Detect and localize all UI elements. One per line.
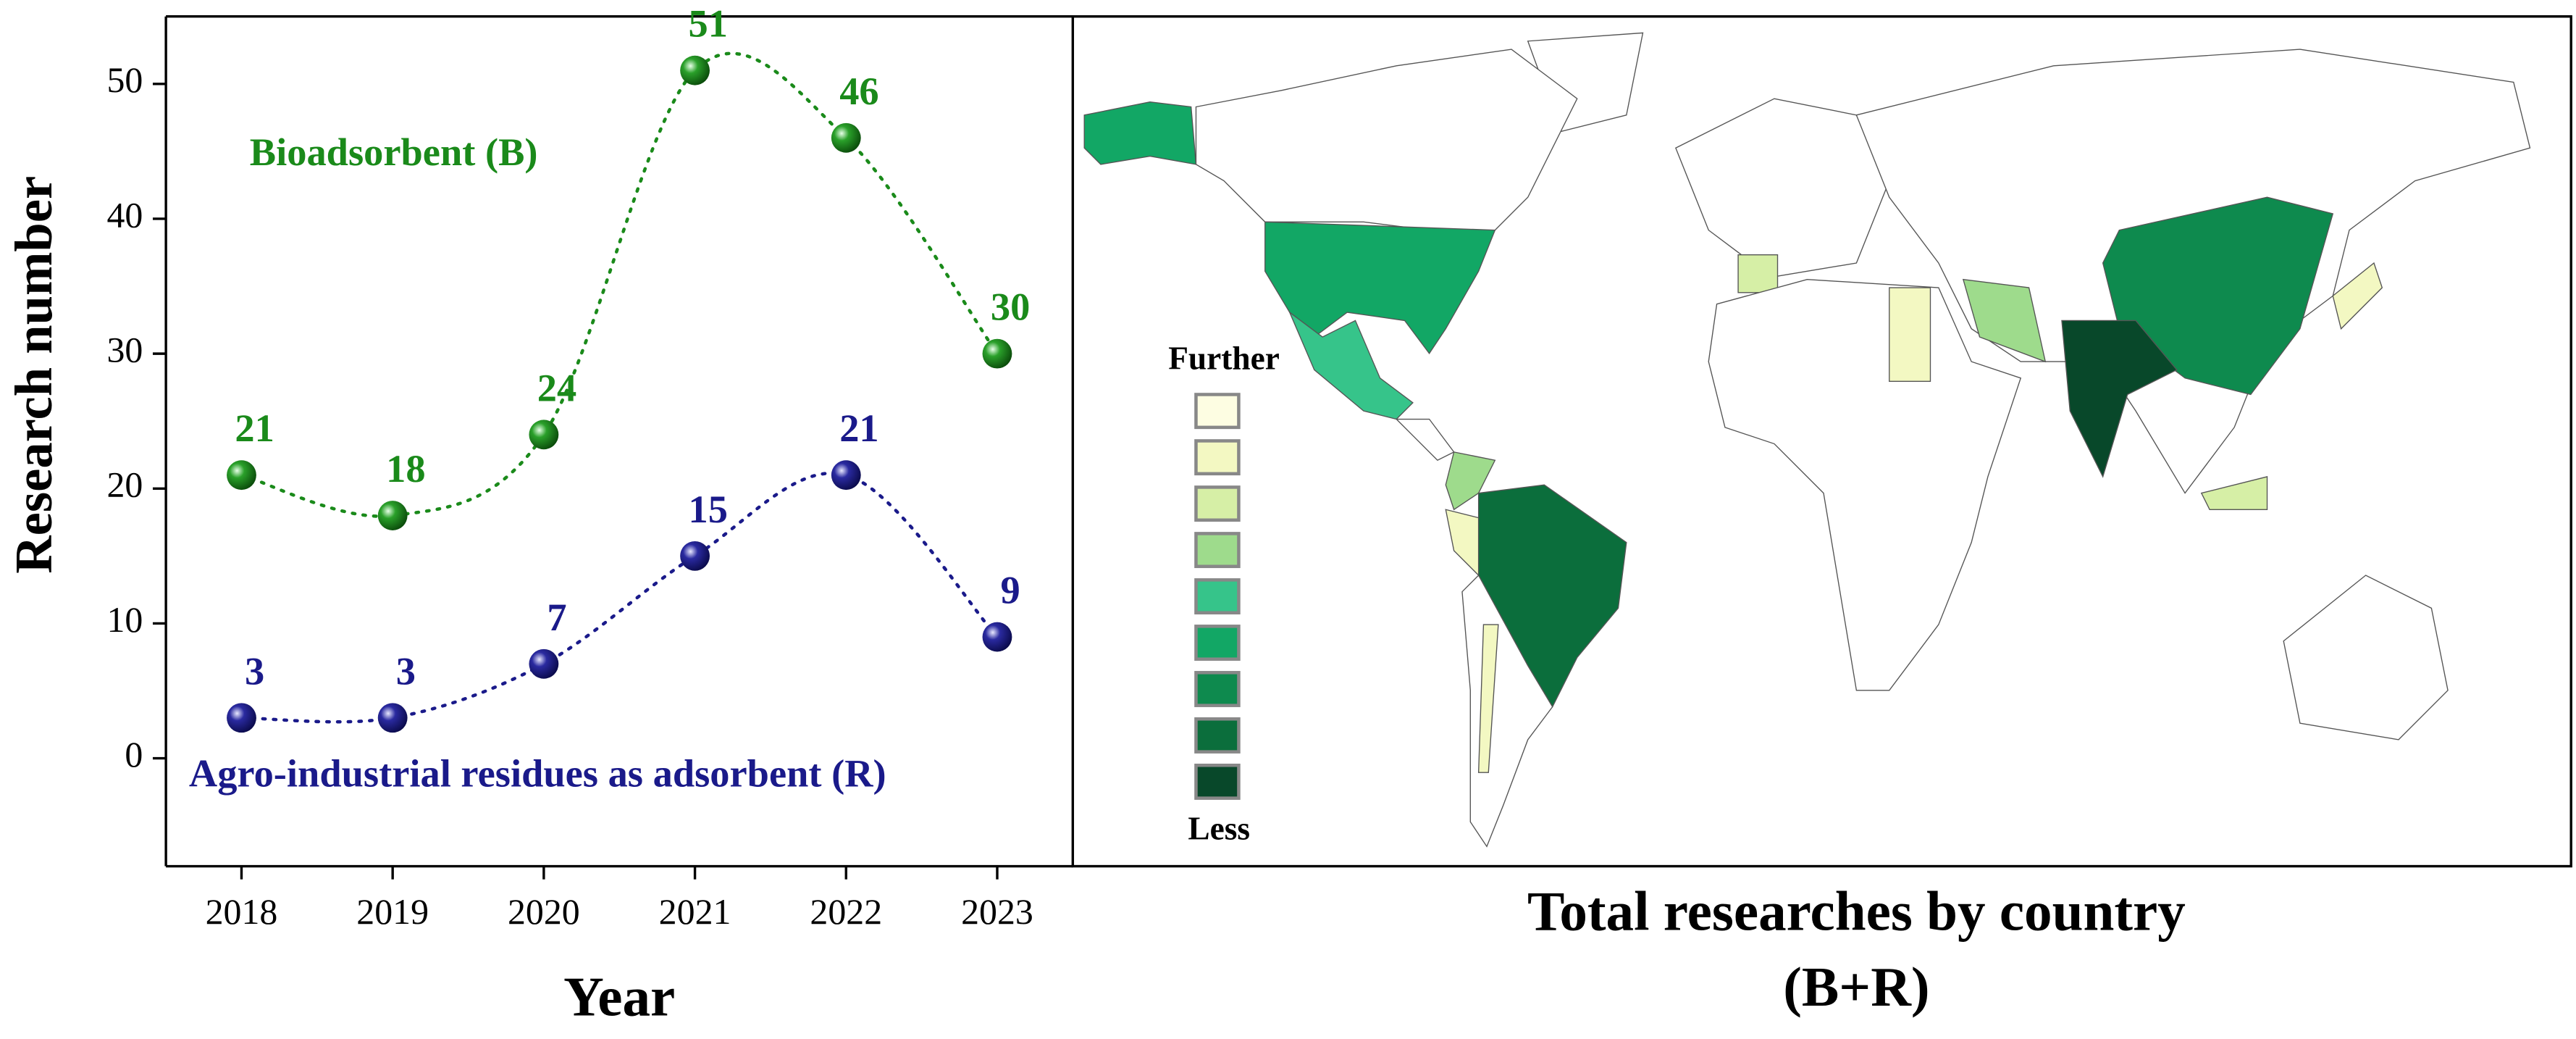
data-label: 3 (245, 648, 264, 693)
series-line (240, 51, 999, 518)
data-label: 24 (537, 365, 576, 409)
country (2102, 196, 2334, 396)
country (2283, 575, 2449, 740)
country (1445, 451, 1496, 511)
x-tick-label: 2023 (961, 892, 1033, 932)
legend-swatch (1194, 717, 1241, 754)
data-label: 3 (396, 648, 416, 693)
data-point (680, 541, 710, 571)
y-tick-label: 40 (106, 195, 143, 235)
legend-swatch (1194, 625, 1241, 661)
data-label: 21 (839, 406, 878, 450)
data-label: 18 (386, 446, 425, 491)
y-axis-title: Research number (4, 176, 63, 574)
data-label: 30 (991, 285, 1030, 329)
country (1083, 101, 1197, 165)
data-point (831, 460, 861, 491)
x-tick-label: 2021 (659, 892, 731, 932)
legend-top-label: Further (1168, 341, 1280, 377)
country (1395, 418, 1455, 462)
y-tick-label: 0 (125, 735, 143, 775)
data-label: 15 (689, 487, 728, 531)
legend-swatch (1194, 485, 1241, 522)
data-point (529, 648, 559, 679)
country (1477, 624, 1499, 773)
country (2332, 262, 2383, 330)
map-title: Total researches by country (1527, 880, 2186, 943)
country (1288, 310, 1414, 420)
world-map: Further Less Total researches by country… (1071, 15, 2572, 1018)
data-label: 7 (547, 595, 566, 639)
x-axis-title: Year (563, 966, 675, 1028)
line-chart: Research number Year 0 10 20 30 40 50 2018 2019… (4, 1, 1073, 1028)
country (1708, 279, 2022, 691)
country (1962, 278, 2047, 363)
data-label: 46 (839, 69, 878, 113)
x-tick-label: 2019 (356, 892, 429, 932)
country (1737, 254, 1779, 293)
legend-swatch (1194, 532, 1241, 569)
x-tick-label: 2022 (810, 892, 882, 932)
legend-swatch (1194, 439, 1241, 476)
data-label: 51 (689, 1, 728, 46)
country (2200, 476, 2268, 510)
data-point (982, 338, 1012, 369)
data-point (529, 420, 559, 450)
series-name: Agro-industrial residues as adsorbent (R… (189, 751, 886, 796)
legend-swatch (1194, 578, 1241, 615)
y-tick-label: 20 (106, 465, 143, 505)
data-point (227, 703, 256, 733)
legend-swatch (1194, 393, 1241, 430)
y-tick-label: 10 (106, 600, 143, 640)
data-point (680, 55, 710, 85)
series-name: Bioadsorbent (B) (250, 130, 538, 174)
y-tick-label: 50 (106, 60, 143, 100)
country (2061, 320, 2178, 478)
legend-bottom-label: Less (1188, 810, 1250, 846)
data-label: 21 (235, 406, 274, 450)
data-point (227, 460, 256, 491)
series-line (240, 471, 999, 724)
legend-swatch (1194, 763, 1241, 800)
data-point (831, 122, 861, 153)
data-point (377, 501, 408, 530)
legend-swatch (1194, 671, 1241, 707)
data-label: 9 (1001, 568, 1020, 612)
data-point (982, 622, 1012, 652)
map-title: (B+R) (1783, 956, 1929, 1018)
data-point (377, 703, 408, 733)
x-tick-label: 2018 (206, 892, 278, 932)
y-tick-label: 30 (106, 330, 143, 370)
country (1675, 98, 1890, 280)
x-tick-label: 2020 (508, 892, 580, 932)
country (1889, 287, 1931, 383)
country (1264, 221, 1496, 354)
